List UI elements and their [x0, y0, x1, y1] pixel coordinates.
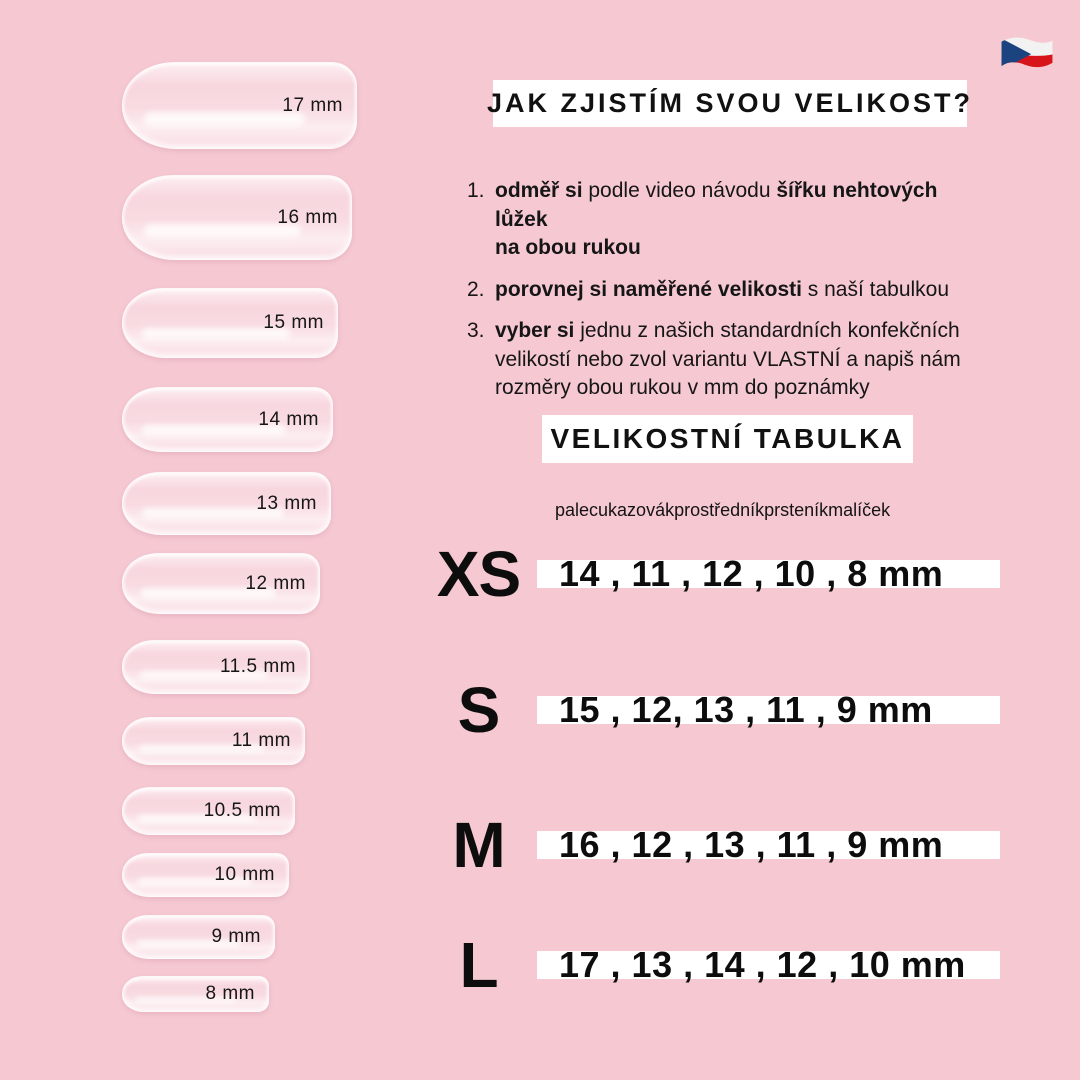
finger-label: palec: [555, 500, 599, 520]
nail-illustration: 11 mm: [122, 717, 305, 765]
finger-label: ukazovák: [598, 500, 675, 520]
nail-illustration: 10 mm: [122, 853, 289, 897]
nail-illustration: 14 mm: [122, 387, 333, 452]
instruction-step: 1. odměř si podle video návodu šířku neht…: [467, 177, 979, 263]
size-values: 17 , 13 , 14 , 12 , 10 mm: [559, 944, 966, 985]
size-row: L 17 , 13 , 14 , 12 , 10 mm: [420, 925, 1000, 1005]
nail-illustration: 9 mm: [122, 915, 275, 959]
size-values: 16 , 12 , 13 , 11 , 9 mm: [559, 824, 944, 865]
nail-size-label: 12 mm: [245, 572, 306, 594]
step-number: 1.: [467, 179, 485, 202]
step-number: 2.: [467, 277, 485, 301]
finger-label: prostředník: [674, 500, 765, 520]
size-table-title: VELIKOSTNÍ TABULKA: [542, 415, 913, 463]
nail-size-label: 8 mm: [205, 983, 255, 1004]
nail-size-label: 11 mm: [231, 730, 291, 751]
size-values-strip: 16 , 12 , 13 , 11 , 9 mm: [537, 827, 1000, 863]
nail-size-label: 10.5 mm: [203, 800, 281, 821]
nail-size-label: 11.5 mm: [219, 656, 296, 677]
step-text: vyber si jednu z našich standardních kon…: [495, 319, 961, 400]
nail-illustration: 15 mm: [122, 288, 338, 358]
step-text: porovnej si naměřené velikosti s naší ta…: [495, 277, 950, 301]
nail-size-label: 10 mm: [214, 864, 275, 885]
step-number: 3.: [467, 319, 485, 343]
nail-size-label: 9 mm: [211, 926, 261, 947]
nail-size-label: 17 mm: [282, 94, 343, 116]
size-values: 15 , 12, 13 , 11 , 9 mm: [559, 689, 933, 730]
size-row: S 15 , 12, 13 , 11 , 9 mm: [420, 670, 1000, 750]
size-values: 14 , 11 , 12 , 10 , 8 mm: [559, 553, 944, 594]
step-text: odměř si podle video návodu šířku nehtov…: [495, 179, 938, 260]
finger-label: prsteník: [764, 500, 829, 520]
nail-illustration: 12 mm: [122, 553, 320, 614]
size-values-strip: 15 , 12, 13 , 11 , 9 mm: [537, 692, 1000, 728]
instruction-step: 3. vyber si jednu z našich standardních k…: [467, 317, 979, 403]
size-label: S: [457, 674, 501, 746]
nail-illustration: 8 mm: [122, 976, 269, 1012]
nail-size-label: 14 mm: [258, 408, 319, 430]
size-values-strip: 14 , 11 , 12 , 10 , 8 mm: [537, 556, 1000, 592]
nail-illustration: 10.5 mm: [122, 787, 295, 835]
nail-size-label: 13 mm: [256, 492, 317, 514]
finger-label: malíček: [828, 500, 891, 520]
size-row: M 16 , 12 , 13 , 11 , 9 mm: [420, 805, 1000, 885]
czech-flag-icon: [1001, 37, 1053, 68]
nail-illustration: 16 mm: [122, 175, 352, 260]
instruction-step: 2. porovnej si naměřené velikosti s naší …: [467, 276, 979, 305]
size-label: XS: [436, 538, 521, 610]
nail-illustration: 17 mm: [122, 62, 357, 149]
nail-illustration: 11.5 mm: [122, 640, 310, 694]
nail-illustration: 13 mm: [122, 472, 331, 535]
finger-column-headers: palec ukazovák prostředník prsteník malíček: [555, 500, 890, 521]
size-label: M: [452, 809, 505, 881]
size-table-title-text: VELIKOSTNÍ TABULKA: [550, 423, 905, 454]
instructions-list: 1. odměř si podle video návodu šířku neht…: [467, 177, 979, 416]
nail-size-label: 15 mm: [263, 312, 324, 333]
size-label: L: [459, 929, 498, 1001]
size-row: XS 14 , 11 , 12 , 10 , 8 mm: [420, 534, 1000, 614]
page-title: JAK ZJISTÍM SVOU VELIKOST?: [487, 80, 970, 127]
page-title-text: JAK ZJISTÍM SVOU VELIKOST?: [486, 88, 974, 118]
nail-size-label: 16 mm: [277, 206, 338, 228]
size-values-strip: 17 , 13 , 14 , 12 , 10 mm: [537, 947, 1000, 983]
